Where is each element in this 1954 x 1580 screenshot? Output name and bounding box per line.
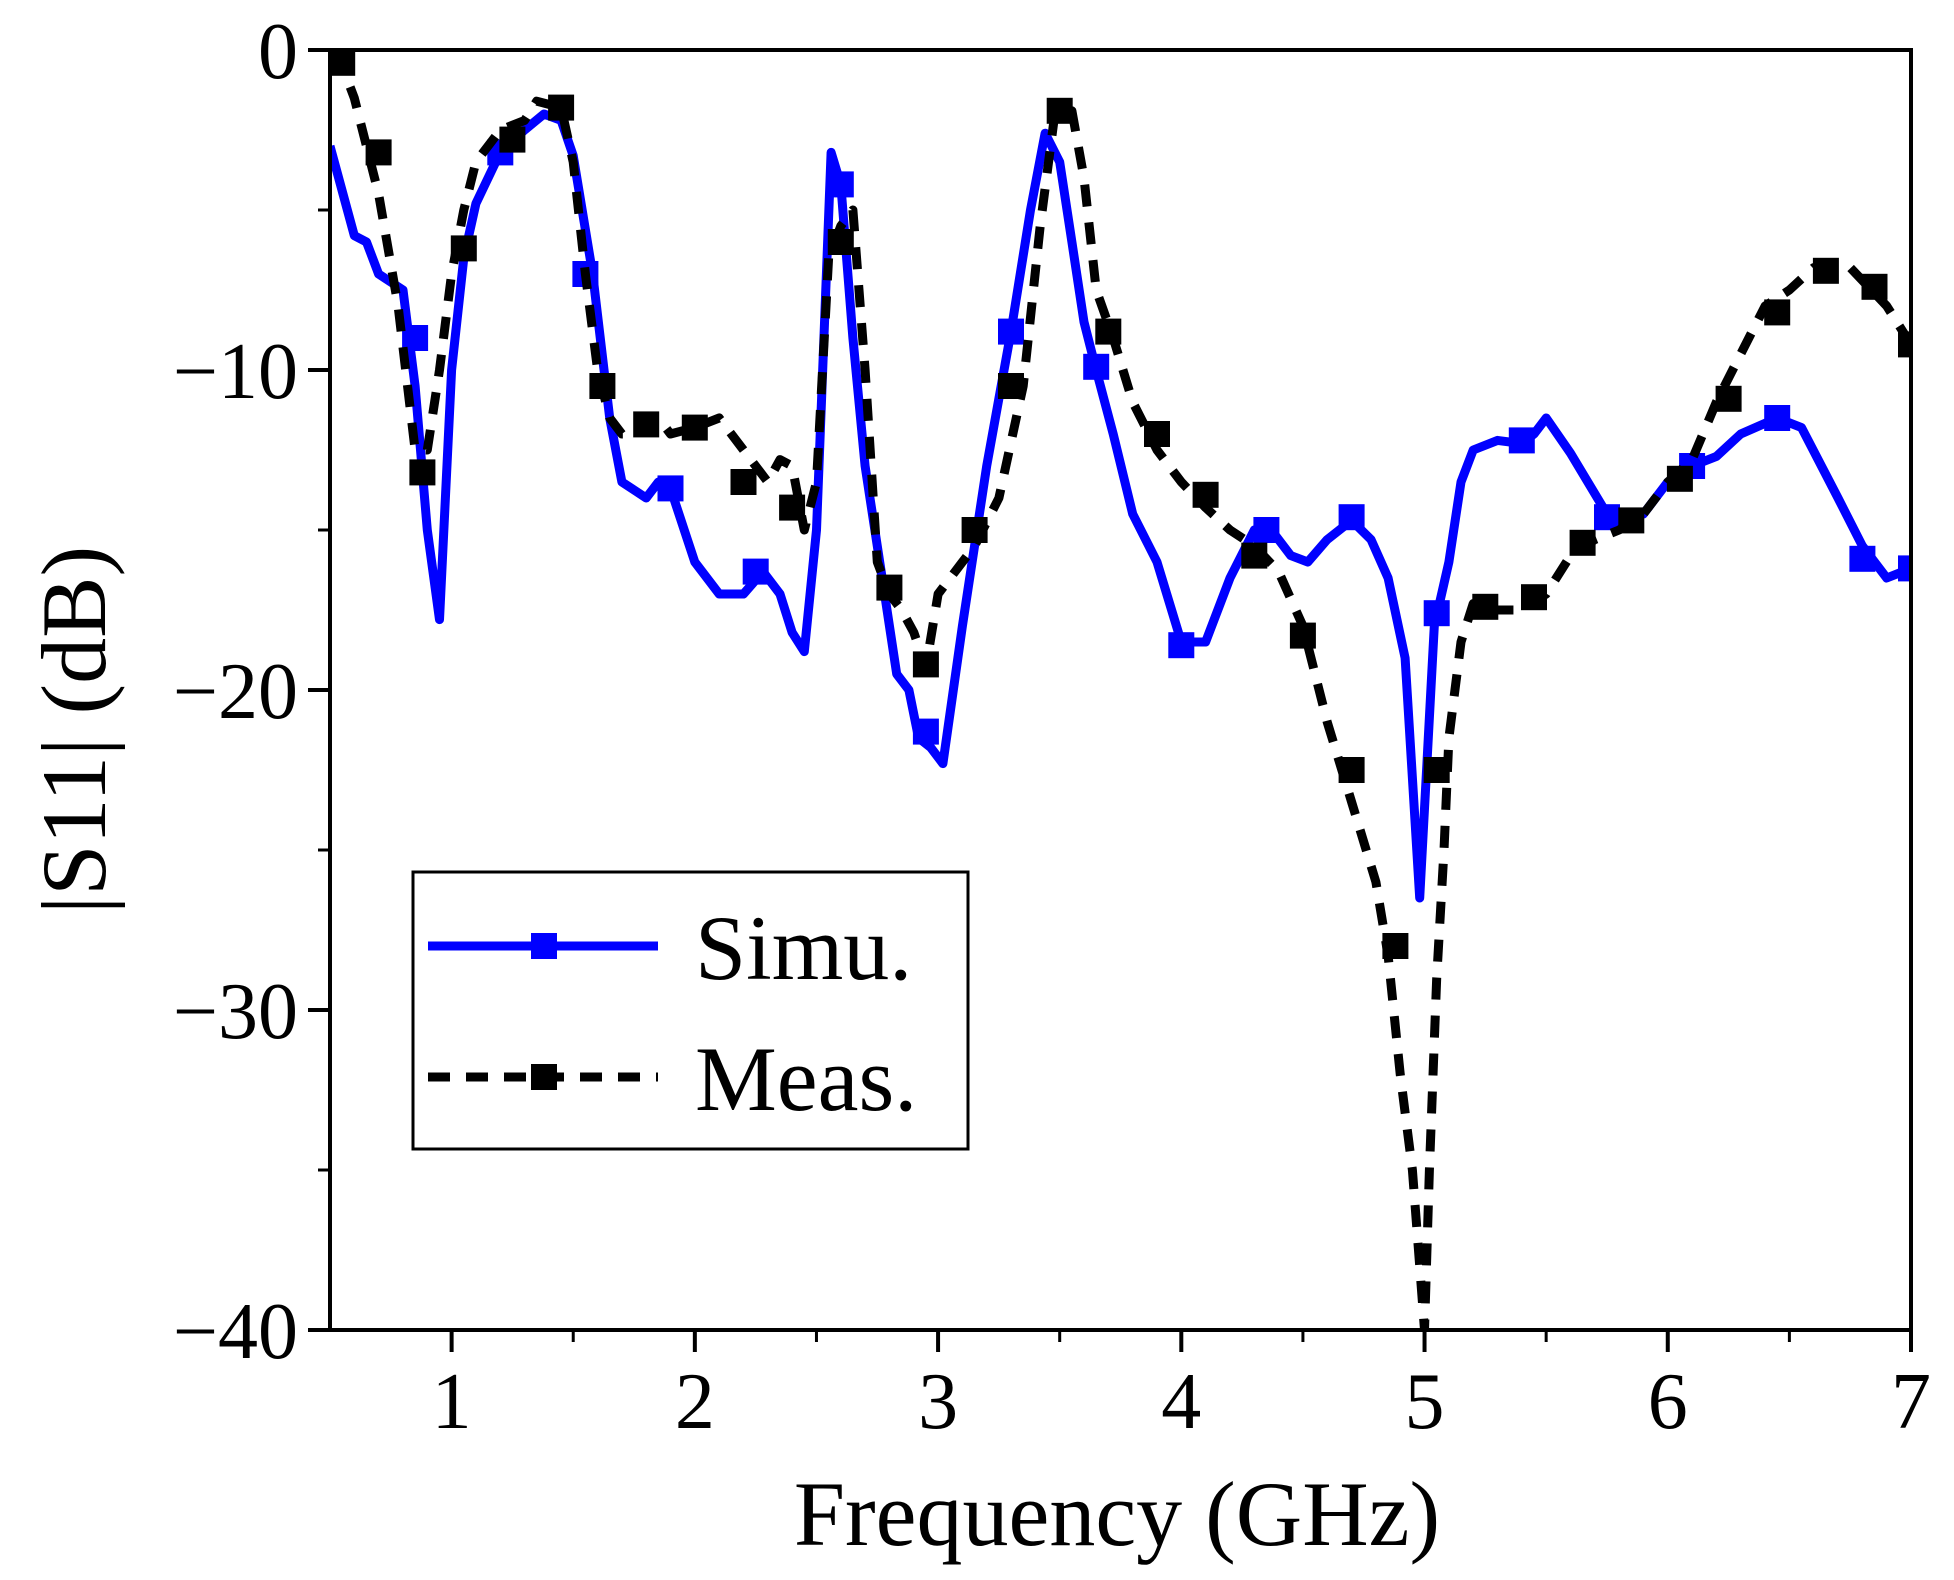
y-tick-label-1: −10 bbox=[173, 328, 298, 416]
x-tick-label-6: 7 bbox=[1891, 1358, 1931, 1446]
y-tick-label-0: 0 bbox=[258, 8, 298, 96]
marker-simu-13 bbox=[1508, 427, 1535, 454]
x-tick-label-1: 2 bbox=[675, 1358, 715, 1446]
marker-meas-27 bbox=[1569, 529, 1596, 556]
marker-meas-21 bbox=[1289, 622, 1316, 649]
marker-simu-5 bbox=[827, 171, 854, 198]
marker-simu-12 bbox=[1423, 600, 1450, 627]
marker-meas-16 bbox=[1046, 97, 1073, 124]
legend-swatch-meas-marker bbox=[531, 1064, 557, 1090]
axes: 1 2 3 4 5 6 7 0 −10 −20 −30 −40 bbox=[173, 8, 1931, 1446]
x-tick-label-3: 4 bbox=[1161, 1358, 1201, 1446]
marker-meas-13 bbox=[912, 651, 939, 678]
x-tick-label-0: 1 bbox=[432, 1358, 472, 1446]
marker-simu-6 bbox=[912, 718, 939, 745]
plot-area bbox=[330, 49, 1911, 1330]
marker-meas-8 bbox=[681, 414, 708, 441]
marker-meas-9 bbox=[730, 469, 757, 495]
legend-entry-simu: Simu. bbox=[428, 897, 912, 999]
marker-meas-12 bbox=[876, 574, 903, 601]
marker-meas-23 bbox=[1382, 933, 1409, 959]
marker-meas-5 bbox=[548, 94, 575, 121]
marker-simu-18 bbox=[1898, 555, 1911, 582]
legend-swatch-simu-marker bbox=[531, 933, 557, 959]
marker-simu-10 bbox=[1253, 517, 1280, 543]
marker-meas-0 bbox=[330, 49, 356, 76]
marker-simu-14 bbox=[1594, 504, 1620, 531]
marker-meas-20 bbox=[1241, 542, 1268, 569]
legend-label-simu: Simu. bbox=[695, 897, 912, 999]
marker-meas-17 bbox=[1095, 318, 1122, 345]
marker-meas-3 bbox=[450, 235, 477, 262]
legend-label-meas: Meas. bbox=[695, 1028, 917, 1130]
x-tick-label-5: 6 bbox=[1648, 1358, 1688, 1446]
marker-simu-4 bbox=[742, 558, 769, 585]
legend-entry-meas: Meas. bbox=[428, 1028, 917, 1130]
legend-box bbox=[411, 870, 970, 1151]
marker-meas-30 bbox=[1715, 385, 1742, 412]
marker-meas-7 bbox=[633, 411, 660, 438]
marker-meas-25 bbox=[1472, 593, 1499, 620]
marker-meas-6 bbox=[589, 373, 616, 399]
y-tick-label-3: −30 bbox=[173, 968, 298, 1056]
y-axis-title: |S11| (dB) bbox=[23, 546, 125, 914]
x-tick-label-4: 5 bbox=[1405, 1358, 1445, 1446]
marker-meas-18 bbox=[1144, 421, 1170, 447]
marker-meas-11 bbox=[827, 229, 854, 255]
marker-meas-33 bbox=[1861, 273, 1888, 300]
marker-meas-28 bbox=[1618, 507, 1645, 534]
marker-simu-16 bbox=[1764, 405, 1791, 431]
marker-simu-11 bbox=[1338, 504, 1365, 531]
marker-meas-14 bbox=[961, 517, 988, 543]
series-meas bbox=[330, 49, 1911, 1330]
marker-meas-24 bbox=[1423, 757, 1450, 783]
marker-simu-7 bbox=[998, 318, 1024, 345]
x-tick-label-2: 3 bbox=[918, 1358, 958, 1446]
marker-simu-8 bbox=[1083, 353, 1110, 380]
marker-simu-9 bbox=[1168, 632, 1195, 659]
marker-meas-19 bbox=[1192, 481, 1219, 508]
marker-simu-17 bbox=[1849, 545, 1876, 572]
y-tick-label-2: −20 bbox=[173, 648, 298, 736]
marker-meas-1 bbox=[365, 139, 392, 166]
marker-meas-4 bbox=[499, 126, 526, 153]
marker-simu-0 bbox=[402, 325, 429, 351]
marker-meas-31 bbox=[1764, 299, 1791, 326]
marker-meas-22 bbox=[1338, 757, 1365, 783]
marker-meas-10 bbox=[779, 494, 806, 521]
marker-simu-3 bbox=[657, 475, 684, 502]
y-tick-label-4: −40 bbox=[173, 1288, 298, 1376]
marker-meas-2 bbox=[409, 459, 436, 486]
legend: Simu. Meas. bbox=[411, 870, 970, 1151]
marker-meas-34 bbox=[1898, 331, 1911, 358]
marker-meas-32 bbox=[1812, 257, 1839, 284]
marker-meas-26 bbox=[1521, 584, 1547, 611]
marker-meas-29 bbox=[1666, 465, 1693, 492]
x-axis-title: Frequency (GHz) bbox=[794, 1463, 1440, 1565]
marker-meas-15 bbox=[998, 373, 1024, 399]
